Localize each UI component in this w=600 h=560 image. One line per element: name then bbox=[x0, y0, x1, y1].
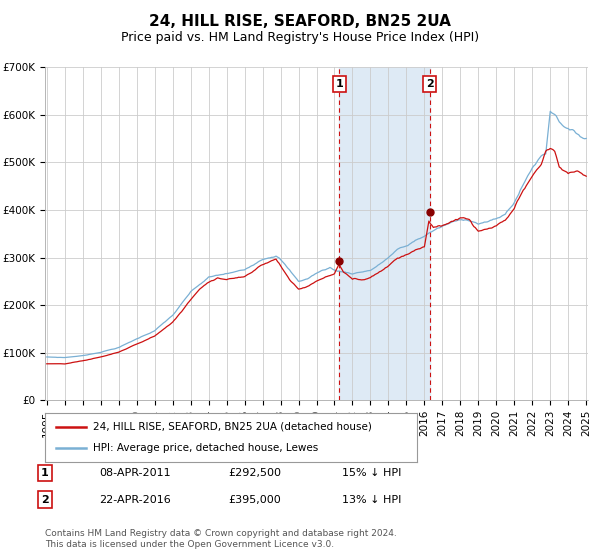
Text: £292,500: £292,500 bbox=[228, 468, 281, 478]
Text: 24, HILL RISE, SEAFORD, BN25 2UA: 24, HILL RISE, SEAFORD, BN25 2UA bbox=[149, 14, 451, 29]
Text: Contains HM Land Registry data © Crown copyright and database right 2024.
This d: Contains HM Land Registry data © Crown c… bbox=[45, 529, 397, 549]
Text: Price paid vs. HM Land Registry's House Price Index (HPI): Price paid vs. HM Land Registry's House … bbox=[121, 31, 479, 44]
Text: 24, HILL RISE, SEAFORD, BN25 2UA (detached house): 24, HILL RISE, SEAFORD, BN25 2UA (detach… bbox=[94, 422, 372, 432]
Text: 08-APR-2011: 08-APR-2011 bbox=[99, 468, 170, 478]
Text: 2: 2 bbox=[41, 494, 49, 505]
Text: HPI: Average price, detached house, Lewes: HPI: Average price, detached house, Lewe… bbox=[94, 443, 319, 453]
Text: 22-APR-2016: 22-APR-2016 bbox=[99, 494, 171, 505]
Text: 15% ↓ HPI: 15% ↓ HPI bbox=[342, 468, 401, 478]
Text: 13% ↓ HPI: 13% ↓ HPI bbox=[342, 494, 401, 505]
Text: 2: 2 bbox=[426, 79, 434, 89]
Text: £395,000: £395,000 bbox=[228, 494, 281, 505]
Text: 1: 1 bbox=[41, 468, 49, 478]
Bar bbox=[340, 67, 430, 400]
Text: 1: 1 bbox=[335, 79, 343, 89]
